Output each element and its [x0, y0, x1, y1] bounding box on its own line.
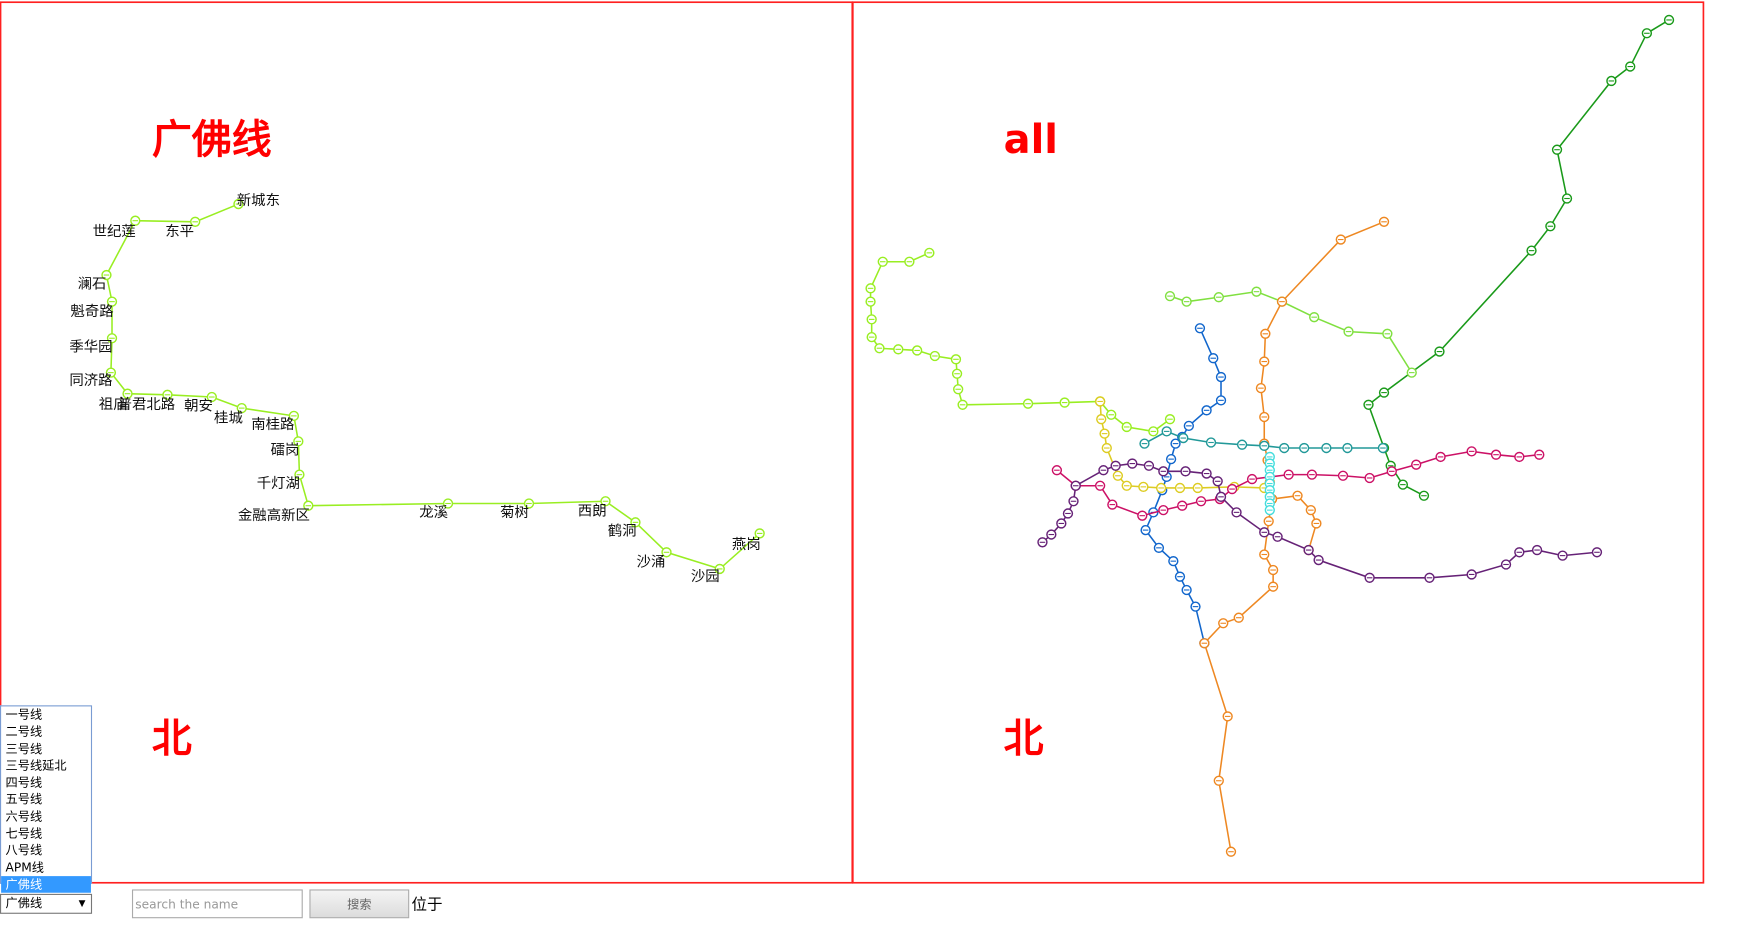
line-option[interactable]: 八号线: [5, 843, 43, 858]
line-option[interactable]: 五号线: [5, 792, 43, 807]
station-label: 桂城: [214, 410, 243, 427]
metro-line: [1271, 494, 1318, 551]
line-option[interactable]: 广佛线: [1, 876, 91, 894]
station-label: 金融高新区: [238, 507, 310, 524]
left-frame: [0, 1, 854, 884]
station-label: 燕岗: [732, 536, 761, 553]
line-option[interactable]: 七号线: [5, 826, 43, 841]
station-label: 礌岗: [271, 442, 300, 459]
left-north: 北: [152, 716, 192, 762]
line-option[interactable]: 六号线: [5, 809, 43, 824]
station-label: 季华园: [69, 339, 112, 356]
right-frame: [851, 1, 1705, 884]
station-label: 新城东: [237, 192, 280, 209]
right-title: all: [1004, 117, 1058, 163]
station-label: 菊树: [500, 504, 529, 521]
search-button[interactable]: 搜索: [309, 889, 410, 919]
station-label: 澜石: [78, 275, 107, 292]
metro-line: [1203, 221, 1385, 852]
left-title: 广佛线: [152, 117, 272, 163]
station-label: 世纪莲: [93, 223, 136, 240]
line-option[interactable]: 三号线延北: [5, 758, 67, 773]
right-north: 北: [1004, 716, 1044, 762]
station-label: 朝安: [184, 397, 213, 414]
metro-line: [1367, 19, 1670, 497]
line-option[interactable]: 四号线: [5, 775, 43, 790]
line-option[interactable]: 三号线: [5, 741, 43, 756]
station-label: 沙园: [691, 569, 720, 585]
line-option[interactable]: 一号线: [5, 707, 43, 722]
station-label: 祖庙: [99, 396, 128, 413]
station-label: 东平: [165, 223, 194, 240]
location-label: 位于: [411, 896, 443, 914]
station-label: 龙溪: [419, 504, 448, 521]
metro-line: [869, 252, 1171, 433]
station-label: 沙涌: [637, 554, 666, 571]
metro-line: [1041, 462, 1598, 579]
station-label: 同济路: [69, 372, 112, 389]
search-input[interactable]: search the name: [131, 889, 303, 919]
line-select[interactable]: 广佛线 ▼: [0, 893, 93, 914]
station-label: 千灯湖: [257, 475, 300, 492]
guangfo-line: [105, 203, 761, 570]
line-option[interactable]: 二号线: [5, 724, 43, 739]
line-option[interactable]: APM线: [5, 860, 44, 875]
station-label: 南桂路: [251, 416, 294, 433]
station-label: 鹤洞: [608, 523, 637, 540]
line-list[interactable]: 一号线二号线三号线三号线延北四号线五号线六号线七号线八号线 APM线 广佛线: [0, 705, 93, 894]
metro-line: [1169, 290, 1413, 374]
station-label: 普君北路: [118, 396, 176, 413]
station-label: 魁奇路: [70, 303, 113, 320]
select-value: 广佛线: [5, 896, 43, 911]
station-label: 西朗: [578, 503, 607, 520]
